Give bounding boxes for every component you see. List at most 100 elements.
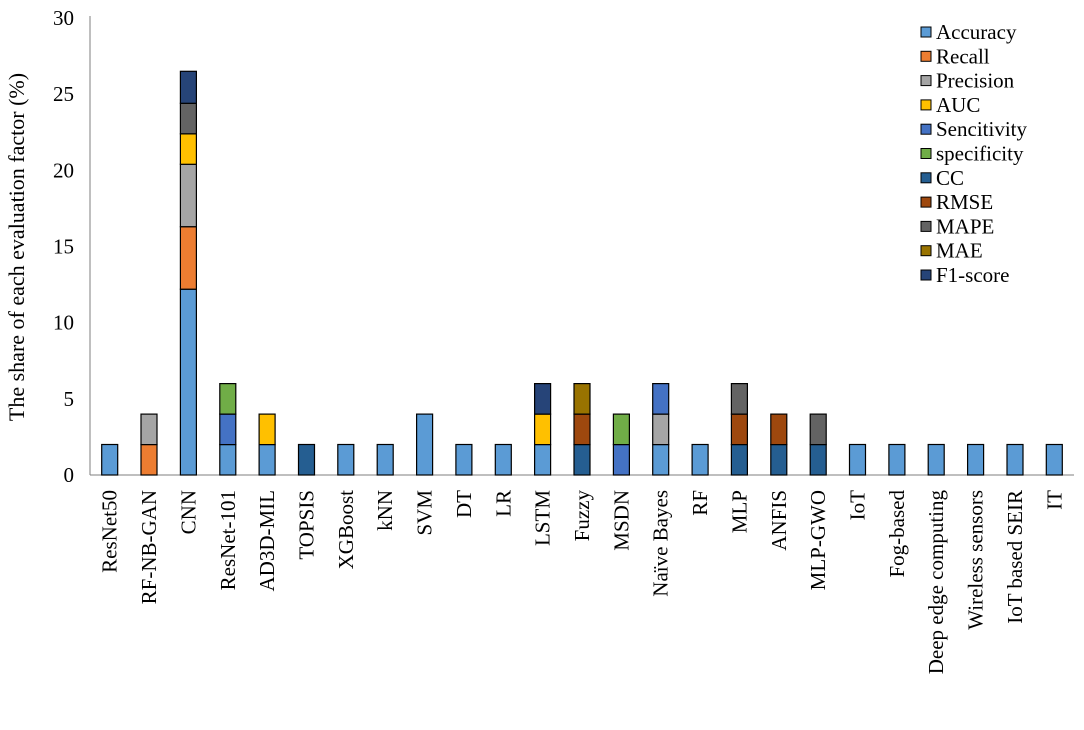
- legend-swatch-f1-score: [920, 269, 932, 281]
- bar-naive-bayes-precision: [652, 413, 670, 446]
- bar-cnn-recall: [179, 226, 197, 290]
- x-tick-label-deep-edge-computing: Deep edge computing: [924, 490, 948, 675]
- bar-mlp-cc: [730, 443, 749, 476]
- legend-label-rmse: RMSE: [936, 190, 993, 214]
- x-tick-labels: ResNet50 RF-NB-GAN CNN ResNet-101 AD3D-MIL TO…: [98, 490, 1067, 675]
- legend-swatch-cc: [920, 172, 932, 184]
- x-tick-label-iot: IoT: [846, 490, 870, 520]
- bar-deep-edge-computing-accuracy: [927, 443, 945, 476]
- y-tick-label: 0: [64, 463, 75, 487]
- bar-mlp-mape: [730, 383, 749, 415]
- x-tick-label-knn: kNN: [373, 490, 397, 531]
- x-tick-label-topsis: TOPSIS: [295, 490, 319, 560]
- bar-cnn-mape: [179, 102, 197, 135]
- bar-resnet-101-sencitivity: [219, 413, 237, 446]
- bar-iot-accuracy: [848, 443, 867, 476]
- legend-label-auc: AUC: [936, 93, 980, 117]
- bar-anfis-rmse: [770, 413, 788, 446]
- x-tick-label-msdn: MSDN: [609, 490, 633, 551]
- bar-fog-based-accuracy: [888, 443, 906, 476]
- legend-label-sencitivity: Sencitivity: [936, 117, 1027, 141]
- x-tick-label-naive-bayes: Naïve Bayes: [649, 490, 673, 597]
- legend-label-accuracy: Accuracy: [936, 20, 1017, 44]
- legend-label-cc: CC: [936, 166, 964, 190]
- x-tick-label-resnet-101: ResNet-101: [216, 490, 240, 590]
- bar-it-accuracy: [1045, 443, 1063, 476]
- bar-resnet-101-specificity: [219, 383, 237, 415]
- bar-knn-accuracy: [376, 443, 394, 476]
- legend-swatch-recall: [920, 50, 932, 62]
- legend-label-specificity: specificity: [936, 142, 1024, 166]
- x-tick-label-lstm: LSTM: [531, 490, 555, 546]
- legend-swatch-accuracy: [920, 26, 932, 38]
- y-tick-label: 30: [53, 6, 74, 30]
- bar-rf-accuracy: [691, 443, 709, 476]
- bar-cnn-f1-score: [179, 70, 197, 104]
- x-tick-label-wireless-sensors: Wireless sensors: [964, 490, 988, 630]
- x-tick-label-xgboost: XGBoost: [334, 490, 358, 570]
- bar-lstm-f1-score: [533, 383, 552, 415]
- legend-swatch-mae: [920, 245, 932, 257]
- legend-label-recall: Recall: [936, 44, 990, 68]
- chart-legend: AccuracyRecallPrecisionAUCSencitivityspe…: [920, 20, 1027, 287]
- legend-label-precision: Precision: [936, 69, 1015, 93]
- x-tick-label-resnet50: ResNet50: [98, 490, 122, 573]
- bar-naive-bayes-accuracy: [652, 443, 670, 476]
- y-axis-label: The share of each evaluation factor (%): [4, 73, 29, 421]
- chart-bars: [101, 70, 1063, 476]
- bar-msdn-specificity: [612, 413, 631, 446]
- legend-swatch-sencitivity: [920, 123, 932, 135]
- y-tick-labels: 0 5 10 15 20 25 30: [53, 6, 74, 487]
- bar-lstm-auc: [533, 413, 552, 446]
- bar-lr-accuracy: [494, 443, 512, 476]
- bar-cnn-accuracy: [179, 288, 197, 476]
- bar-naive-bayes-sencitivity: [652, 383, 670, 415]
- x-tick-label-cnn: CNN: [176, 490, 200, 534]
- bar-svm-accuracy: [416, 413, 434, 476]
- bar-fuzzy-rmse: [573, 413, 591, 446]
- bar-anfis-cc: [770, 443, 788, 476]
- x-tick-label-fuzzy: Fuzzy: [570, 490, 594, 542]
- legend-label-f1-score: F1-score: [936, 263, 1009, 287]
- y-tick-label: 25: [53, 82, 74, 106]
- x-tick-label-mlp-gwo: MLP-GWO: [806, 490, 830, 590]
- y-tick-label: 15: [53, 235, 74, 259]
- bar-topsis-cc: [297, 443, 316, 476]
- x-tick-label-anfis: ANFIS: [767, 490, 791, 551]
- bar-ad3d-mil-auc: [258, 413, 276, 446]
- legend-swatch-mape: [920, 220, 932, 232]
- x-tick-label-mlp: MLP: [727, 490, 751, 533]
- bar-ad3d-mil-accuracy: [258, 443, 276, 476]
- bar-mlp-rmse: [730, 413, 749, 446]
- bar-dt-accuracy: [455, 443, 473, 476]
- legend-label-mape: MAPE: [936, 214, 994, 238]
- bar-resnet-101-accuracy: [219, 443, 237, 476]
- legend-swatch-precision: [920, 75, 932, 87]
- bar-rf-nb-gan-recall: [140, 443, 158, 476]
- bar-rf-nb-gan-precision: [140, 413, 158, 446]
- x-tick-label-svm: SVM: [413, 490, 437, 536]
- x-tick-label-rf-nb-gan: RF-NB-GAN: [137, 490, 161, 604]
- x-tick-label-it: IT: [1042, 490, 1066, 510]
- x-tick-label-lr: LR: [491, 490, 515, 517]
- bar-fuzzy-mae: [573, 383, 591, 415]
- bar-iot-based-seir-accuracy: [1006, 443, 1024, 476]
- bar-fuzzy-cc: [573, 443, 591, 476]
- legend-label-mae: MAE: [936, 239, 983, 263]
- y-tick-label: 20: [53, 158, 74, 182]
- x-tick-label-rf: RF: [688, 490, 712, 516]
- legend-swatch-rmse: [920, 196, 932, 208]
- bar-cnn-precision: [179, 163, 197, 228]
- y-tick-label: 10: [53, 311, 74, 335]
- x-tick-label-ad3d-mil: AD3D-MIL: [255, 490, 279, 591]
- x-tick-label-dt: DT: [452, 490, 476, 518]
- bar-msdn-sencitivity: [612, 443, 631, 476]
- bar-xgboost-accuracy: [337, 443, 355, 476]
- legend-swatch-auc: [920, 99, 932, 111]
- bar-cnn-auc: [179, 133, 197, 165]
- bar-wireless-sensors-accuracy: [966, 443, 985, 476]
- x-tick-label-iot-based-seir: IoT based SEIR: [1003, 490, 1027, 624]
- bar-resnet50-accuracy: [101, 443, 119, 476]
- bar-mlp-gwo-cc: [809, 443, 827, 476]
